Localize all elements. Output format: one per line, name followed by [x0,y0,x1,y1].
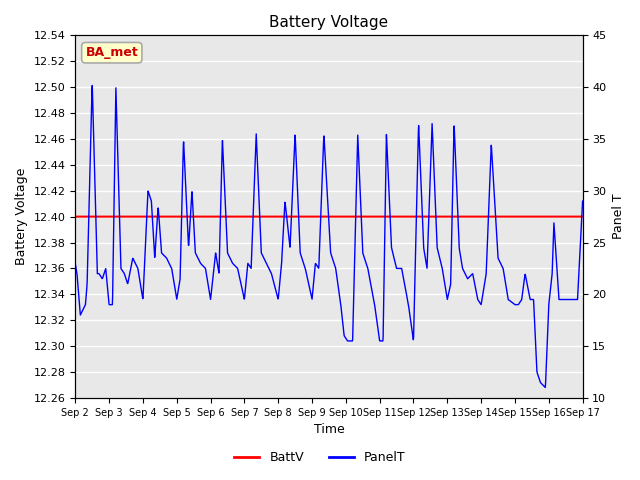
Title: Battery Voltage: Battery Voltage [269,15,388,30]
Y-axis label: Panel T: Panel T [612,194,625,240]
Legend: BattV, PanelT: BattV, PanelT [229,446,411,469]
Text: BA_met: BA_met [85,46,138,59]
X-axis label: Time: Time [314,423,344,436]
Y-axis label: Battery Voltage: Battery Voltage [15,168,28,265]
